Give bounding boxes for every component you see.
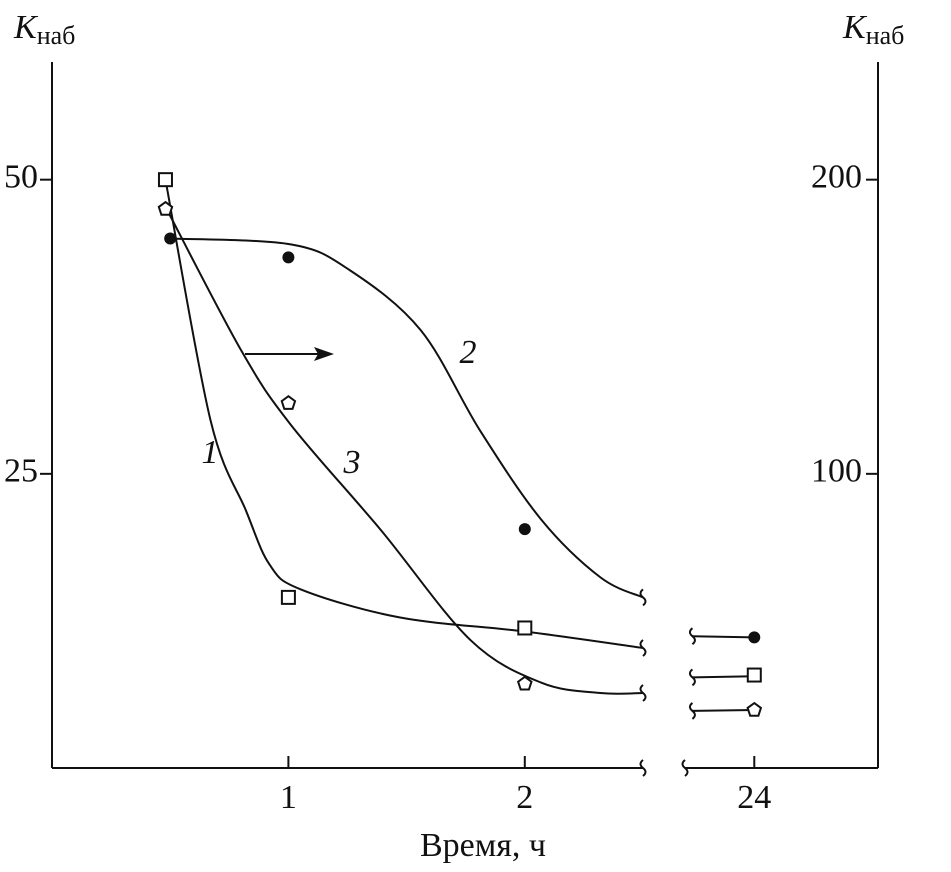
curve-break [688,702,696,720]
curve-break [639,684,647,702]
fit-curve [164,206,644,695]
curve-label: 2 [460,334,477,371]
curve-label: 3 [343,444,361,481]
curve-break [688,627,696,645]
point [516,675,533,691]
curve-break [639,639,647,657]
x-tick-label: 24 [737,779,771,816]
fit-curve [692,709,755,712]
point [157,200,174,216]
point [748,631,761,644]
y-tick-label: 50 [4,158,38,195]
y2-label-sub: наб [866,21,905,50]
curve-break [688,668,696,687]
arrow [245,347,334,361]
fit-curve [692,675,755,679]
y-label-main: K [13,9,39,46]
curve-break [639,588,647,607]
y-label: Kнаб [13,9,75,50]
point [517,620,533,636]
y-tick-label: 25 [4,453,38,490]
y2-tick-label: 200 [811,158,862,195]
y2-label: Kнаб [842,9,904,50]
x-tick-label: 2 [516,779,533,816]
x-label: Время, ч [420,827,546,864]
axis-break [681,759,689,777]
point [157,172,173,188]
point [746,667,762,683]
axis-break [639,759,647,777]
point [518,523,531,536]
y2-label-main: K [842,9,868,46]
point [746,701,763,717]
x-tick-label: 1 [280,779,297,816]
y-label-sub: наб [37,21,76,50]
point [282,251,295,264]
curve-label: 1 [202,434,219,471]
fit-curve [170,237,644,599]
point [280,394,297,410]
point [280,589,296,605]
fit-curve [692,635,755,639]
fit-curve [164,179,644,649]
y2-tick-label: 100 [811,453,862,490]
point [164,232,177,245]
